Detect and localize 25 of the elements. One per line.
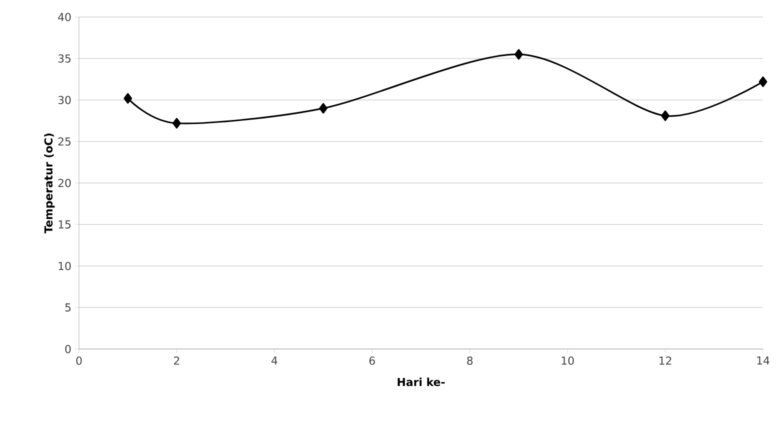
point	[514, 49, 523, 60]
y-tick-label: 5	[65, 303, 71, 312]
x-tick-label: 0	[76, 356, 82, 365]
x-tick-label: 2	[174, 356, 180, 365]
y-axis-title: Temperatur (oC)	[44, 134, 55, 234]
y-tick-label: 0	[65, 344, 71, 354]
point	[172, 118, 181, 129]
y-tick-label: 40	[58, 12, 71, 22]
x-tick-label: 6	[369, 356, 375, 365]
y-tick-label: 15	[58, 220, 71, 229]
point	[319, 103, 328, 114]
y-tick-label: 30	[58, 96, 71, 104]
point	[661, 110, 670, 122]
x-tick-label: 10	[562, 356, 574, 365]
y-tick-label: 10	[58, 262, 71, 270]
x-tick-label: 8	[467, 356, 473, 365]
x-axis-title: Hari ke-	[398, 378, 445, 386]
x-tick-label: 14	[757, 356, 770, 365]
point	[758, 76, 768, 88]
x-tick-label: 12	[660, 356, 672, 365]
y-tick-label: 35	[58, 54, 71, 63]
y-tick-label: 20	[58, 178, 71, 188]
point	[124, 93, 132, 104]
y-tick-label: 25	[58, 137, 71, 146]
x-tick-label: 4	[271, 356, 278, 365]
